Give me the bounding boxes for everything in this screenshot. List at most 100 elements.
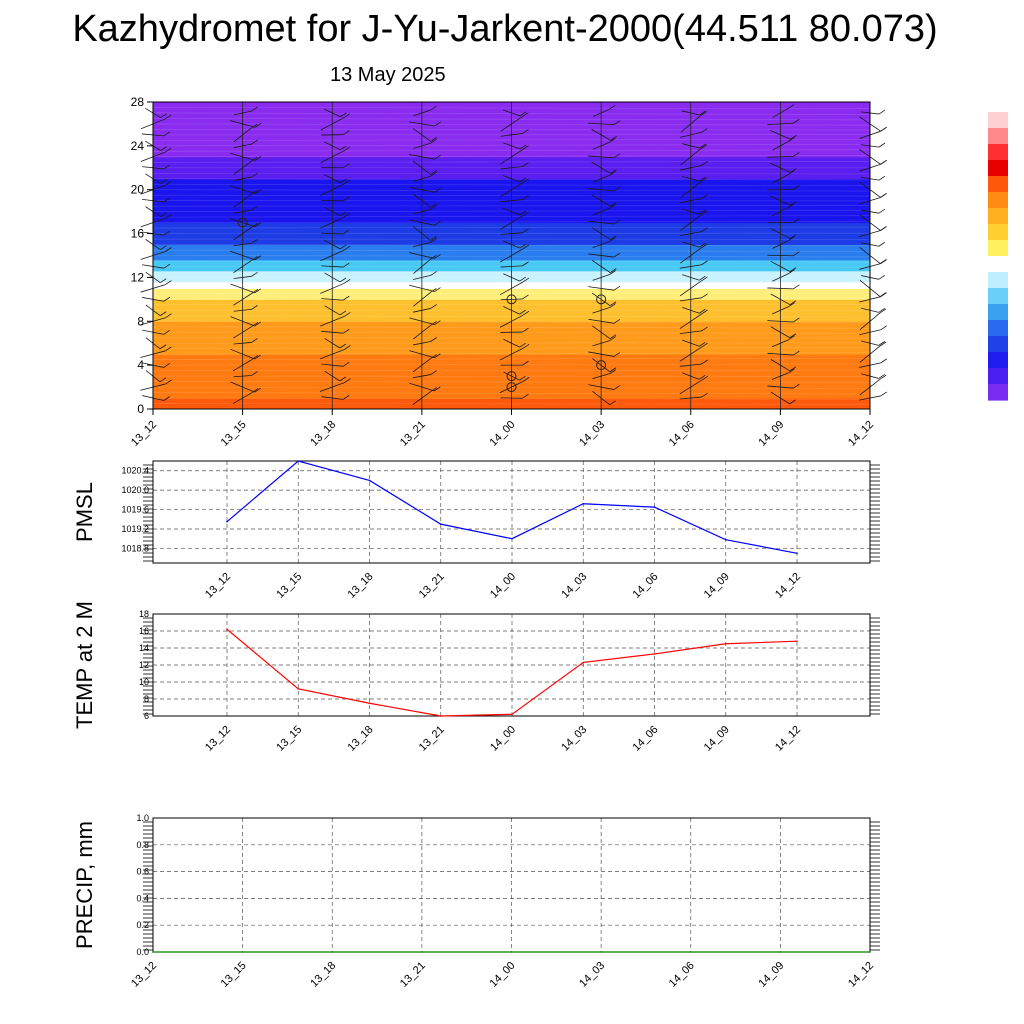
wind-barb bbox=[772, 174, 789, 184]
wind-barb-flag bbox=[879, 341, 887, 347]
cross-x-tick-label-3: 13_21 bbox=[398, 419, 428, 449]
wind-barb-flag bbox=[522, 129, 529, 134]
wind-barb bbox=[412, 374, 431, 379]
wind-barb-flag bbox=[880, 193, 887, 198]
wind-barb bbox=[680, 181, 702, 199]
wind-barb-flag bbox=[609, 400, 617, 406]
wind-barb-flag bbox=[788, 203, 795, 208]
wind-barb-flag bbox=[434, 187, 441, 193]
wind-barb bbox=[320, 282, 345, 294]
cross-x-tick-label-4: 14_00 bbox=[488, 419, 518, 449]
wind-barb bbox=[233, 259, 252, 273]
wind-barb-flag bbox=[159, 377, 167, 383]
wind-barb bbox=[232, 392, 253, 404]
wind-barb-flag bbox=[251, 139, 258, 145]
wind-barb-flag bbox=[251, 371, 258, 376]
wind-barb-flag bbox=[343, 179, 351, 185]
temp2m-y-tick-label-2: 10 bbox=[139, 677, 149, 687]
wind-barb-flag bbox=[701, 293, 708, 299]
calm-wind-marker-4 bbox=[596, 294, 607, 305]
wind-barb bbox=[591, 194, 611, 207]
wind-barb-flag bbox=[701, 260, 708, 266]
wind-barb bbox=[591, 161, 611, 174]
pmsl-data-point-3 bbox=[439, 523, 442, 525]
wind-barb-flag bbox=[251, 156, 258, 162]
wind-barb bbox=[409, 252, 435, 259]
cross-x-tick-label-0: 13_12 bbox=[129, 419, 159, 449]
wind-barb-flag bbox=[165, 280, 172, 285]
wind-barb-flag bbox=[793, 284, 800, 290]
wind-barb bbox=[681, 143, 700, 149]
wind-barb bbox=[770, 391, 790, 405]
wind-barb-flag bbox=[344, 345, 351, 350]
precip-y-axis-title: PRECIP, mm bbox=[72, 821, 97, 949]
wind-barb-flag bbox=[789, 399, 796, 405]
wind-barb-flag bbox=[159, 344, 167, 350]
calm-wind-marker-3 bbox=[506, 382, 517, 393]
wind-barb-flag bbox=[609, 104, 616, 110]
wind-barb bbox=[502, 142, 521, 150]
wind-barb-flag bbox=[699, 143, 706, 149]
precip-data-point-8 bbox=[869, 951, 871, 953]
pmsl-x-tick-label-1: 13_15 bbox=[274, 571, 304, 601]
temp2m-data-point-5 bbox=[582, 661, 585, 664]
wind-barb-flag bbox=[789, 300, 797, 306]
wind-barb bbox=[324, 207, 341, 217]
wind-barb bbox=[233, 176, 252, 181]
wind-barb bbox=[679, 330, 702, 334]
wind-barb bbox=[233, 226, 252, 241]
wind-barb-flag bbox=[790, 201, 797, 206]
temp2m-y-tick-label-6: 18 bbox=[139, 609, 149, 619]
wind-barb bbox=[682, 339, 700, 347]
wind-barb bbox=[323, 108, 341, 118]
precip-x-tick-label-0: 13_12 bbox=[129, 960, 159, 990]
wind-barb-flag bbox=[878, 208, 886, 214]
wind-barb bbox=[767, 155, 794, 158]
colorbar-swatch-16 bbox=[988, 368, 1008, 385]
wind-barb-flag bbox=[699, 308, 706, 314]
wind-barb-flag bbox=[251, 238, 258, 244]
wind-barb bbox=[681, 110, 700, 116]
wind-barb-flag bbox=[254, 255, 262, 261]
cross-x-tick-label-2: 13_18 bbox=[308, 419, 338, 449]
wind-barb bbox=[771, 372, 789, 380]
wind-barb-flag bbox=[339, 244, 347, 250]
wind-barb-flag bbox=[880, 126, 887, 132]
cross-y-tick-label-7: 28 bbox=[131, 95, 145, 109]
wind-barb bbox=[320, 249, 345, 262]
wind-barb bbox=[320, 183, 345, 196]
wind-barb-flag bbox=[613, 120, 621, 125]
wind-barb bbox=[682, 307, 700, 314]
wind-barb-flag bbox=[343, 278, 351, 284]
wind-barb-flag bbox=[163, 330, 171, 335]
wind-barb-flag bbox=[339, 343, 347, 349]
wind-barb-flag bbox=[787, 104, 795, 109]
wind-barb bbox=[499, 347, 524, 361]
pmsl-x-tick-label-8: 14_12 bbox=[773, 571, 803, 601]
wind-barb-flag bbox=[789, 234, 797, 239]
wind-barb bbox=[233, 209, 252, 214]
wind-barb bbox=[409, 317, 435, 326]
wind-barb-flag bbox=[340, 112, 347, 118]
wind-barb bbox=[770, 228, 791, 239]
wind-barb-flag bbox=[251, 289, 259, 294]
wind-barb bbox=[233, 193, 252, 208]
wind-barb bbox=[319, 349, 345, 360]
wind-barb bbox=[230, 250, 256, 261]
precip-x-tick-label-2: 13_18 bbox=[308, 960, 338, 990]
temp2m-y-tick-label-3: 12 bbox=[139, 660, 149, 670]
wind-barb bbox=[679, 132, 702, 138]
calm-wind-marker-0 bbox=[237, 217, 248, 228]
wind-barb-flag bbox=[788, 368, 795, 374]
wind-barb bbox=[500, 298, 523, 301]
wind-barb-flag bbox=[880, 325, 887, 331]
wind-barb bbox=[592, 108, 610, 117]
wind-barb-flag bbox=[430, 337, 437, 342]
wind-barb-flag bbox=[522, 178, 529, 184]
wind-barb bbox=[588, 220, 615, 225]
wind-barb-flag bbox=[701, 359, 708, 365]
wind-barb bbox=[681, 176, 700, 182]
wind-barb bbox=[413, 259, 431, 274]
wind-barb-flag bbox=[701, 309, 708, 315]
wind-barb-flag bbox=[251, 255, 258, 261]
